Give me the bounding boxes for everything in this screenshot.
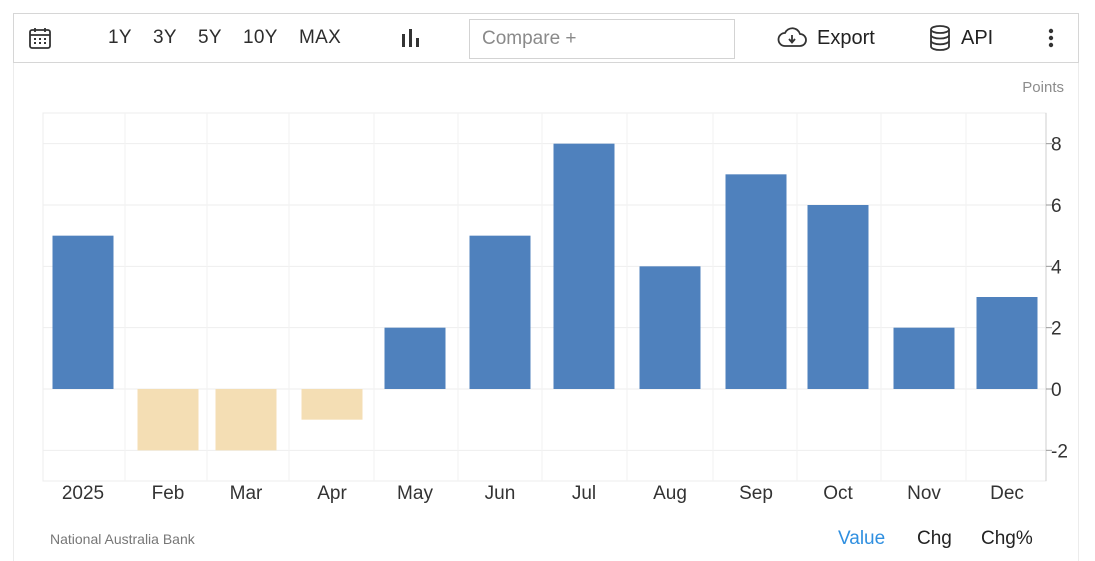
unit-label: Points [1022, 79, 1064, 96]
x-tick-label: May [397, 483, 433, 504]
tab-chg-percent[interactable]: Chg% [981, 528, 1033, 549]
bar-jul [553, 143, 615, 389]
bar-jun [469, 235, 531, 389]
range-3y-button[interactable]: 3Y [153, 27, 177, 48]
y-tick-label: 0 [1051, 380, 1062, 401]
api-label: API [961, 26, 994, 49]
range-5y-button[interactable]: 5Y [198, 27, 222, 48]
bar-nov [893, 327, 955, 389]
range-10y-button[interactable]: 10Y [243, 27, 278, 48]
more-options-icon[interactable] [1048, 14, 1054, 62]
range-1y-button[interactable]: 1Y [108, 27, 132, 48]
x-tick-label: Mar [230, 483, 263, 504]
bar-apr [301, 389, 363, 420]
calendar-icon[interactable] [28, 14, 52, 62]
export-label: Export [817, 26, 875, 49]
tab-value[interactable]: Value [838, 528, 886, 549]
x-tick-label: Aug [653, 483, 687, 504]
bar-aug [639, 266, 701, 389]
x-tick-label: Dec [990, 483, 1024, 504]
bar-may [384, 327, 446, 389]
y-tick-label: 2 [1051, 319, 1062, 340]
compare-input[interactable] [469, 19, 735, 59]
x-tick-label: Feb [152, 483, 185, 504]
x-tick-label: Nov [907, 483, 941, 504]
database-icon [930, 25, 950, 51]
x-tick-label: Sep [739, 483, 773, 504]
range-max-button[interactable]: MAX [299, 27, 342, 48]
y-tick-label: -2 [1051, 441, 1068, 462]
chart-toolbar: 1Y 3Y 5Y 10Y MAX Export API [13, 13, 1079, 63]
x-tick-label: 2025 [62, 483, 104, 504]
chart-type-icon[interactable] [400, 14, 420, 62]
bar-2025 [52, 235, 114, 389]
y-tick-label: 4 [1051, 257, 1062, 278]
x-tick-label: Oct [823, 483, 853, 504]
y-tick-label: 6 [1051, 196, 1062, 217]
export-button[interactable]: Export [777, 14, 875, 62]
bar-mar [215, 389, 277, 451]
x-tick-label: Jul [572, 483, 596, 504]
cloud-download-icon [777, 27, 807, 47]
bar-feb [137, 389, 199, 451]
y-tick-label: 8 [1051, 135, 1062, 156]
source-label: National Australia Bank [50, 531, 195, 547]
x-tick-label: Jun [485, 483, 516, 504]
x-tick-label: Apr [317, 483, 347, 504]
tab-chg[interactable]: Chg [917, 528, 952, 549]
api-button[interactable]: API [929, 14, 993, 62]
chart-card [13, 63, 1079, 561]
bar-oct [807, 205, 869, 389]
bar-dec [976, 297, 1038, 389]
bar-sep [725, 174, 787, 389]
